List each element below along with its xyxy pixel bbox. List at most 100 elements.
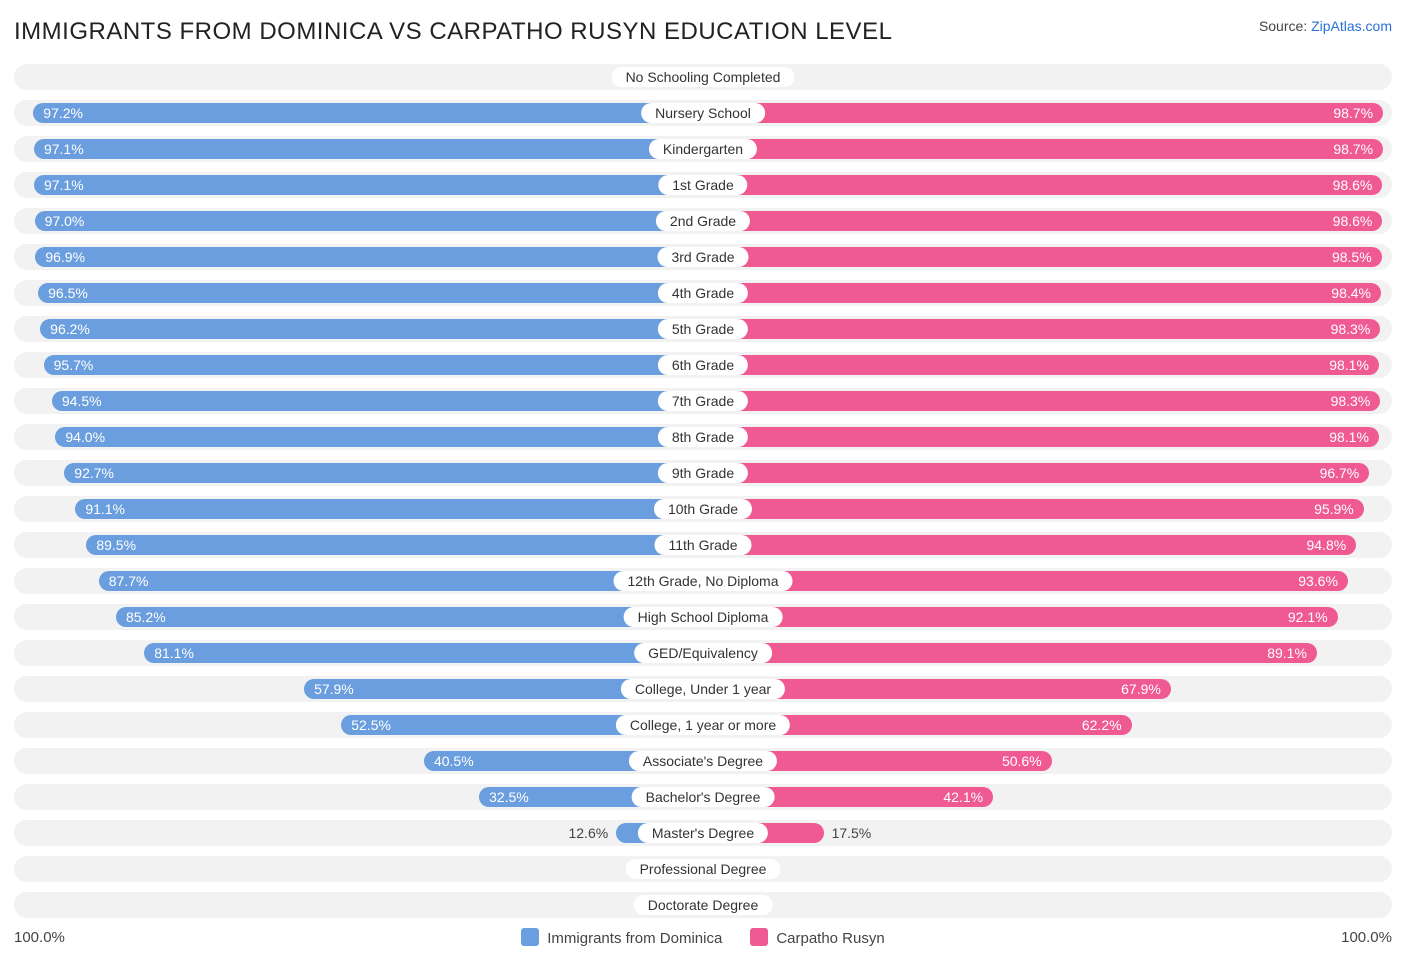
right-value-label: 98.1% (1319, 352, 1379, 378)
category-label: 12th Grade, No Diploma (614, 571, 793, 591)
left-value-label: 89.5% (86, 532, 146, 558)
chart-row: 1.4%2.3%Doctorate Degree (14, 892, 1392, 918)
left-bar (40, 319, 703, 339)
right-half: 42.1% (703, 784, 1392, 810)
right-value-label: 93.6% (1288, 568, 1348, 594)
right-value-label: 67.9% (1111, 676, 1171, 702)
right-half: 98.1% (703, 352, 1392, 378)
right-value-label: 98.1% (1319, 424, 1379, 450)
right-half: 89.1% (703, 640, 1392, 666)
right-value-label: 98.6% (1323, 208, 1383, 234)
source-link[interactable]: ZipAtlas.com (1311, 18, 1392, 34)
left-bar (64, 463, 703, 483)
right-bar (703, 535, 1356, 555)
left-half: 96.5% (14, 280, 703, 306)
right-half: 98.4% (703, 280, 1392, 306)
left-bar (33, 103, 703, 123)
category-label: 10th Grade (654, 499, 752, 519)
category-label: 5th Grade (658, 319, 748, 339)
right-half: 93.6% (703, 568, 1392, 594)
left-value-label: 95.7% (44, 352, 104, 378)
left-half: 97.1% (14, 136, 703, 162)
category-label: Master's Degree (638, 823, 768, 843)
left-half: 97.1% (14, 172, 703, 198)
right-value-label: 98.3% (1321, 316, 1381, 342)
category-label: College, Under 1 year (621, 679, 785, 699)
category-label: 8th Grade (658, 427, 748, 447)
right-bar (703, 427, 1379, 447)
left-half: 89.5% (14, 532, 703, 558)
right-half: 92.1% (703, 604, 1392, 630)
right-bar (703, 103, 1383, 123)
chart-row: 2.8%1.4%No Schooling Completed (14, 64, 1392, 90)
category-label: Kindergarten (649, 139, 757, 159)
left-value-label: 97.1% (34, 172, 94, 198)
left-value-label: 96.5% (38, 280, 98, 306)
category-label: Doctorate Degree (634, 895, 773, 915)
right-half: 17.5% (703, 820, 1392, 846)
chart-row: 95.7%98.1%6th Grade (14, 352, 1392, 378)
legend-item-left: Immigrants from Dominica (521, 928, 722, 947)
right-half: 98.1% (703, 424, 1392, 450)
chart-row: 3.6%5.3%Professional Degree (14, 856, 1392, 882)
right-value-label: 98.5% (1322, 244, 1382, 270)
chart-row: 52.5%62.2%College, 1 year or more (14, 712, 1392, 738)
chart-row: 40.5%50.6%Associate's Degree (14, 748, 1392, 774)
right-half: 94.8% (703, 532, 1392, 558)
left-value-label: 94.0% (55, 424, 115, 450)
left-half: 12.6% (14, 820, 703, 846)
right-value-label: 98.3% (1321, 388, 1381, 414)
left-value-label: 85.2% (116, 604, 176, 630)
right-half: 1.4% (703, 64, 1392, 90)
right-half: 5.3% (703, 856, 1392, 882)
category-label: Bachelor's Degree (632, 787, 775, 807)
left-bar (144, 643, 703, 663)
source-prefix: Source: (1259, 18, 1311, 34)
category-label: 7th Grade (658, 391, 748, 411)
right-half: 67.9% (703, 676, 1392, 702)
left-half: 94.0% (14, 424, 703, 450)
category-label: 2nd Grade (656, 211, 750, 231)
header: IMMIGRANTS FROM DOMINICA VS CARPATHO RUS… (14, 18, 1392, 46)
right-bar (703, 319, 1380, 339)
right-bar (703, 247, 1382, 267)
category-label: 1st Grade (658, 175, 747, 195)
right-value-label: 62.2% (1072, 712, 1132, 738)
left-bar (44, 355, 703, 375)
left-bar (86, 535, 703, 555)
left-half: 81.1% (14, 640, 703, 666)
chart-row: 97.2%98.7%Nursery School (14, 100, 1392, 126)
right-value-label: 89.1% (1257, 640, 1317, 666)
left-value-label: 97.1% (34, 136, 94, 162)
left-bar (52, 391, 703, 411)
left-bar (35, 211, 703, 231)
category-label: 4th Grade (658, 283, 748, 303)
chart-row: 85.2%92.1%High School Diploma (14, 604, 1392, 630)
left-value-label: 96.2% (40, 316, 100, 342)
left-value-label: 97.2% (33, 100, 93, 126)
left-bar (99, 571, 703, 591)
axis-right-max: 100.0% (1341, 929, 1392, 946)
legend-swatch-right (750, 928, 768, 946)
category-label: 11th Grade (654, 535, 751, 555)
chart-row: 92.7%96.7%9th Grade (14, 460, 1392, 486)
right-value-label: 17.5% (824, 820, 872, 846)
left-bar (35, 247, 703, 267)
left-value-label: 96.9% (35, 244, 95, 270)
axis-left-max: 100.0% (14, 929, 65, 946)
legend-center: Immigrants from Dominica Carpatho Rusyn (521, 928, 884, 947)
left-value-label: 32.5% (479, 784, 539, 810)
left-half: 85.2% (14, 604, 703, 630)
left-half: 32.5% (14, 784, 703, 810)
right-value-label: 96.7% (1310, 460, 1370, 486)
category-label: 3rd Grade (657, 247, 748, 267)
left-value-label: 91.1% (75, 496, 135, 522)
left-half: 91.1% (14, 496, 703, 522)
right-bar (703, 463, 1369, 483)
right-value-label: 98.4% (1321, 280, 1381, 306)
left-half: 57.9% (14, 676, 703, 702)
right-bar (703, 571, 1348, 591)
right-bar (703, 499, 1364, 519)
left-bar (75, 499, 703, 519)
category-label: Associate's Degree (629, 751, 777, 771)
